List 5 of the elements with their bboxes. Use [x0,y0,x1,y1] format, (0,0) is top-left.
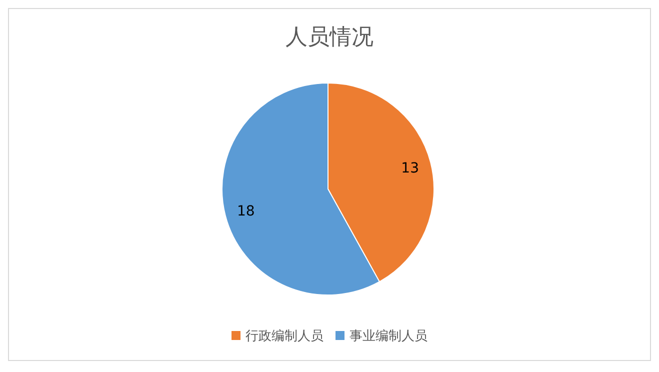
data-label: 13 [401,160,420,177]
legend-label: 事业编制人员 [350,329,428,344]
data-label: 18 [236,203,255,220]
legend-label: 行政编制人员 [246,329,324,344]
chart-title: 人员情况 [286,25,374,50]
